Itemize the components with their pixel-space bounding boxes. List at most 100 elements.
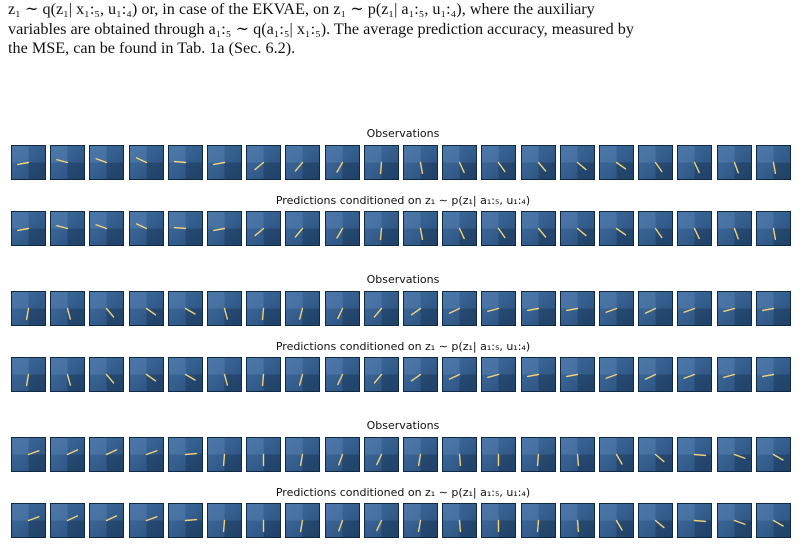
predictions-caption: Predictions conditioned on z₁ ∼ p(z₁| a₁…: [275, 194, 531, 207]
pendulum-frame: [638, 211, 674, 246]
pendulum-rod: [733, 161, 739, 174]
pendulum-frame: [481, 145, 517, 180]
pendulum-rod: [375, 519, 382, 532]
pendulum-rod: [145, 307, 156, 316]
pendulum-rod: [761, 373, 774, 378]
pendulum-frame: [520, 211, 556, 246]
pendulum-rod: [299, 373, 304, 386]
pendulum-rod: [615, 227, 627, 236]
pendulum-rod: [733, 227, 739, 240]
pendulum-frame: [89, 503, 125, 538]
pendulum-frame: [89, 211, 125, 246]
pendulum-frame: [442, 211, 478, 246]
pendulum-rod: [772, 227, 776, 241]
pendulum-frame: [50, 503, 86, 538]
predictions-caption: Predictions conditioned on z₁ ∼ p(z₁| a₁…: [275, 486, 531, 499]
pendulum-rod: [498, 227, 506, 239]
pendulum-frame: [716, 437, 752, 472]
paragraph-line-3: the MSE, can be found in Tab. 1a (Sec. 6…: [8, 39, 296, 57]
pendulum-frame: [11, 357, 46, 392]
pendulum-rod: [337, 453, 343, 466]
pendulum-rod: [56, 224, 69, 230]
pendulum-frame: [599, 437, 634, 472]
pendulum-rod: [337, 519, 343, 532]
pendulum-rod: [694, 161, 701, 174]
pendulum-rod: [222, 453, 226, 467]
predictions-row: [11, 357, 795, 392]
pendulum-frame: [128, 145, 164, 180]
pendulum-rod: [27, 516, 40, 522]
pendulum-frame: [442, 437, 478, 472]
pendulum-frame: [403, 211, 438, 246]
pendulum-frame: [363, 211, 399, 246]
pendulum-frame: [403, 437, 438, 472]
pendulum-frame: [89, 437, 125, 472]
pendulum-frame: [403, 357, 438, 392]
pendulum-rod: [25, 373, 30, 387]
pendulum-frame: [167, 145, 203, 180]
pendulum-frame: [559, 145, 595, 180]
paper-paragraph: z₁ ∼ q(z₁| x₁:₅, u₁:₄) or, in case of th…: [8, 0, 800, 59]
pendulum-rod: [722, 307, 735, 313]
pendulum-frame: [363, 503, 399, 538]
pendulum-frame: [128, 291, 164, 326]
pendulum-frame: [246, 145, 282, 180]
pendulum-rod: [223, 307, 229, 320]
pendulum-rod: [106, 373, 115, 384]
pendulum-frame: [755, 145, 791, 180]
pendulum-rod: [106, 307, 115, 318]
pendulum-rod: [25, 307, 30, 321]
pendulum-frame: [403, 145, 438, 180]
pendulum-rod: [526, 307, 539, 312]
pendulum-rod: [654, 519, 665, 529]
pendulum-frame: [50, 145, 86, 180]
pendulum-rod: [576, 227, 587, 237]
pendulum-rod: [645, 307, 657, 314]
pendulum-rod: [419, 161, 424, 175]
pendulum-rod: [336, 307, 343, 320]
pendulum-frame: [716, 145, 752, 180]
pendulum-rod: [417, 453, 422, 467]
pendulum-rod: [222, 519, 226, 533]
pendulum-frame: [677, 357, 713, 392]
pendulum-frame: [324, 357, 360, 392]
pendulum-frame: [167, 291, 203, 326]
observations-caption: Observations: [366, 127, 440, 140]
pendulum-frame: [11, 503, 46, 538]
pendulum-rod: [135, 157, 147, 164]
pendulum-rod: [694, 519, 707, 523]
pendulum-rod: [375, 453, 382, 466]
pendulum-frame: [755, 357, 791, 392]
pendulum-frame: [128, 503, 164, 538]
pendulum-frame: [50, 211, 86, 246]
pendulum-frame: [442, 291, 478, 326]
pendulum-rod: [173, 226, 186, 230]
pendulum-rod: [733, 519, 746, 525]
pendulum-rod: [300, 519, 304, 533]
pendulum-frame: [559, 291, 595, 326]
pendulum-frame: [324, 437, 360, 472]
pendulum-rod: [498, 161, 506, 173]
pendulum-rod: [254, 161, 265, 171]
pendulum-frame: [442, 145, 478, 180]
pendulum-rod: [66, 449, 79, 456]
pendulum-rod: [212, 161, 226, 166]
pendulum-rod: [336, 373, 343, 386]
pendulum-frame: [677, 503, 713, 538]
pendulum-frame: [246, 211, 282, 246]
pendulum-frame: [128, 437, 164, 472]
pendulum-frame: [677, 145, 713, 180]
pendulum-frame: [285, 357, 321, 392]
pendulum-rod: [458, 161, 466, 174]
pendulum-rod: [135, 223, 147, 230]
pendulum-rod: [184, 307, 196, 315]
pendulum-frame: [285, 437, 321, 472]
pendulum-rod: [526, 373, 539, 378]
pendulum-rod: [295, 227, 304, 238]
pendulum-rod: [379, 227, 382, 241]
pendulum-frame: [11, 291, 46, 326]
pendulum-frame: [246, 291, 282, 326]
pendulum-frame: [755, 211, 791, 246]
pendulum-rod: [537, 161, 546, 172]
pendulum-frame: [324, 503, 360, 538]
